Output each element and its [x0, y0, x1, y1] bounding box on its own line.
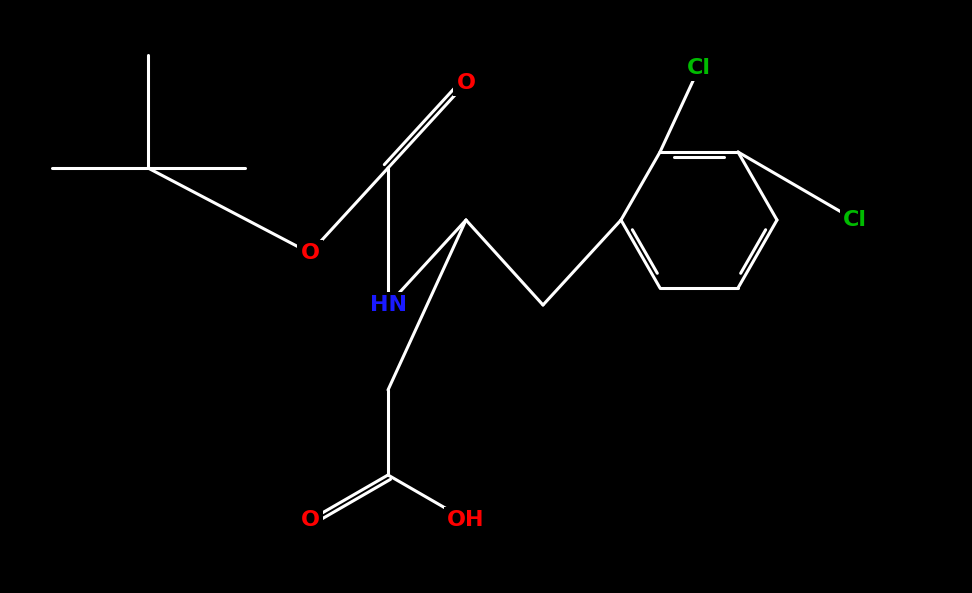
Text: O: O [300, 243, 320, 263]
Text: O: O [457, 73, 475, 93]
Text: HN: HN [369, 295, 406, 315]
Text: Cl: Cl [687, 58, 711, 78]
Text: O: O [300, 510, 320, 530]
Text: Cl: Cl [843, 210, 867, 230]
Text: OH: OH [447, 510, 485, 530]
